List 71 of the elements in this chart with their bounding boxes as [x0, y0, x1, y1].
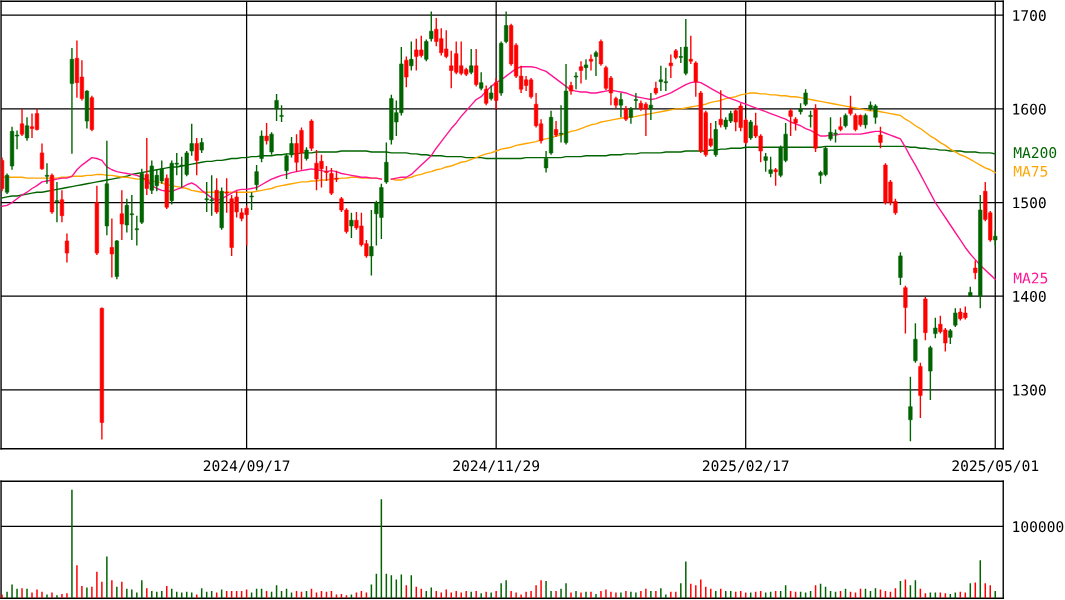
candlestick	[603, 65, 609, 91]
candlestick	[928, 345, 933, 401]
y-tick-label: 1600	[1013, 103, 1046, 115]
candlestick	[693, 60, 698, 98]
candlestick	[194, 137, 199, 177]
candlestick	[933, 317, 938, 339]
candlestick	[903, 285, 908, 335]
candlestick	[404, 55, 409, 89]
candlestick	[29, 112, 35, 139]
candlestick	[748, 119, 753, 141]
candlestick	[688, 35, 693, 65]
candlestick	[474, 48, 479, 88]
x-tick-label: 2025/05/01	[952, 460, 1039, 473]
candlestick	[284, 153, 289, 180]
candlestick	[898, 251, 903, 286]
candlestick	[44, 162, 50, 185]
candlestick	[578, 60, 584, 85]
candlestick	[429, 10, 434, 43]
candlestick	[908, 376, 913, 443]
candlestick	[224, 177, 229, 214]
candlestick	[39, 142, 45, 171]
candlestick	[349, 212, 354, 239]
candlestick	[484, 84, 489, 106]
candlestick	[214, 177, 219, 215]
candlestick	[788, 108, 793, 137]
candlestick	[588, 53, 594, 72]
x-tick-label: 2024/11/29	[453, 460, 540, 473]
candlestick	[64, 232, 70, 264]
y-tick-label: 1400	[1013, 290, 1046, 302]
candlestick	[618, 92, 624, 119]
candlestick	[109, 217, 114, 279]
x-tick-label: 2024/09/17	[203, 460, 290, 473]
series-label: MA200	[1013, 147, 1057, 159]
candlestick	[848, 95, 853, 117]
candlestick	[24, 116, 30, 142]
y-tick-label: 1300	[1013, 384, 1046, 396]
candlestick	[593, 50, 599, 77]
candlestick	[718, 89, 723, 129]
candlestick	[543, 150, 549, 174]
candlestick	[598, 38, 604, 67]
candlestick	[59, 189, 65, 223]
candlestick	[369, 209, 374, 277]
candlestick	[573, 71, 579, 90]
candlestick	[144, 137, 149, 196]
candlestick	[878, 125, 883, 149]
candlestick	[254, 164, 259, 192]
candlestick	[264, 122, 269, 146]
candlestick	[504, 10, 509, 45]
candlestick	[189, 123, 194, 157]
x-tick-label: 2025/02/17	[702, 460, 789, 473]
candlestick	[768, 155, 773, 178]
candlestick	[648, 92, 653, 121]
y-tick-label: 100000	[1013, 521, 1064, 533]
candlestick	[953, 307, 958, 328]
candlestick	[913, 322, 918, 364]
candlestick	[583, 58, 589, 81]
series-label: MA25	[1013, 272, 1048, 284]
candlestick	[469, 48, 474, 75]
candlestick	[274, 93, 279, 122]
candlestick	[424, 38, 429, 62]
candlestick	[763, 152, 768, 173]
y-tick-label: 1700	[1013, 10, 1046, 22]
series-label: MA75	[1013, 165, 1048, 177]
candlestick	[494, 77, 499, 110]
candlestick	[973, 259, 978, 281]
candlestick	[19, 108, 25, 137]
candlestick	[633, 92, 638, 110]
candlestick	[409, 40, 414, 72]
candlestick	[119, 189, 124, 241]
candlestick	[4, 172, 10, 195]
y-tick-label: 1500	[1013, 197, 1046, 209]
